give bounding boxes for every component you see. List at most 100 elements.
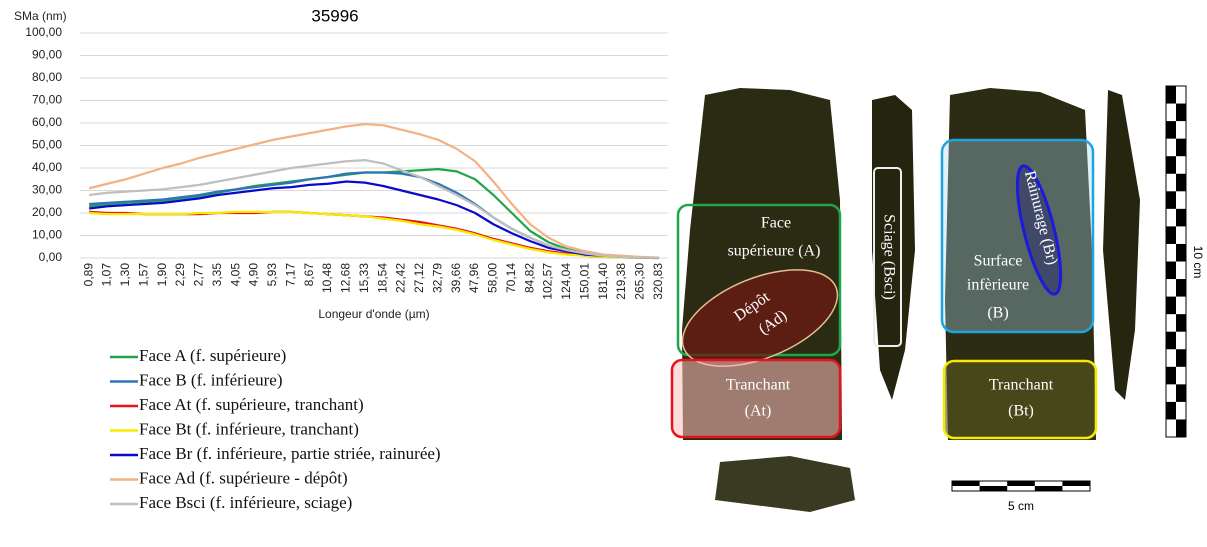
scale-label: 10 cm [1191,246,1205,279]
box-at [670,358,842,439]
legend-label: Face Bsci (f. inférieure, sciage) [139,493,352,512]
scale-seg [1176,103,1186,122]
x-tick-label: 70,14 [504,263,518,293]
scale-seg [1176,419,1186,437]
x-tick-label: 3,35 [210,263,224,287]
box-bt [942,359,1098,440]
scale-seg [1166,401,1176,420]
x-tick-label: 320,83 [651,263,665,300]
y-tick-label: 20,00 [32,205,62,219]
chart-title: 35996 [311,6,358,25]
y-tick-label: 30,00 [32,183,62,197]
scale-bar [951,480,1091,492]
legend-label: Face Ad (f. supérieure - dépôt) [139,468,348,487]
scale-seg [1176,138,1186,157]
x-tick-label: 32,79 [430,263,444,293]
scale-seg [979,486,1008,491]
label: Tranchant [989,377,1054,394]
x-tick-label: 27,12 [412,263,426,293]
x-tick-label: 4,05 [228,263,242,287]
x-tick-label: 7,17 [283,263,297,287]
x-tick-label: 58,00 [486,263,500,293]
label: (At) [745,403,772,420]
scale-seg [1176,208,1186,227]
x-tick-label: 22,42 [394,263,408,293]
stone [715,456,855,512]
scale-seg [1166,86,1176,104]
series-line [89,159,659,259]
x-tick-label: 15,33 [357,263,371,293]
x-tick-label: 102,57 [541,263,555,300]
series-line [89,180,659,259]
scale-seg [1062,481,1090,486]
y-tick-label: 100,00 [25,25,62,39]
x-tick-label: 219,38 [614,263,628,300]
label: supérieure (A) [728,243,821,260]
series-line [89,210,659,260]
scale-seg [1176,279,1186,297]
x-tick-label: 2,29 [173,263,187,287]
scale-seg [1034,486,1063,491]
scale-seg [952,481,980,486]
box-bsci [873,167,902,347]
scale-label: 5 cm [1008,499,1034,513]
y-tick-label: 70,00 [32,93,62,107]
x-tick-label: 1,07 [100,263,114,287]
label: (B) [987,305,1008,322]
scale-seg [1007,481,1035,486]
label: Sciage (Bsci) [880,214,897,300]
label: Face [761,215,791,232]
x-tick-label: 10,48 [320,263,334,293]
y-tick-label: 0,00 [39,250,63,264]
stone [945,88,1096,440]
scale-seg [1176,384,1186,402]
x-tick-label: 39,66 [449,263,463,293]
x-tick-label: 150,01 [577,263,591,300]
scale-seg [1166,261,1176,280]
legend-label: Face Bt (f. inférieure, tranchant) [139,419,359,438]
legend-label: Face A (f. supérieure) [139,346,286,365]
br-ellipse [1015,164,1063,296]
y-tick-label: 10,00 [32,228,62,242]
y-axis-label: SMa (nm) [14,9,67,23]
x-tick-label: 18,54 [375,263,389,293]
label: infèrieure [967,277,1029,294]
legend-label: Face At (f. supérieure, tranchant) [139,395,364,414]
x-tick-label: 265,30 [633,263,647,300]
y-tick-label: 50,00 [32,138,62,152]
scale-seg [1166,156,1176,174]
x-tick-label: 8,67 [302,263,316,287]
depot-ellipse [681,269,839,367]
scale-seg [1166,226,1176,244]
x-tick-label: 84,82 [522,263,536,293]
box-b [940,138,1095,334]
scale-seg [1166,331,1176,350]
x-tick-label: 0,89 [81,263,95,287]
x-tick-label: 1,57 [136,263,150,287]
x-tick-label: 181,40 [596,263,610,300]
scale-seg [1176,173,1186,192]
y-tick-label: 90,00 [32,48,62,62]
x-tick-label: 1,90 [155,263,169,287]
x-tick-label: 12,68 [339,263,353,293]
scale-seg [1176,243,1186,262]
label: (Bt) [1008,403,1034,420]
legend-label: Face Br (f. inférieure, partie striée, r… [139,444,441,463]
x-axis-label: Longeur d'onde (µm) [318,307,429,321]
scale-seg [1166,366,1176,385]
y-tick-label: 80,00 [32,70,62,84]
label: Surface [974,253,1023,270]
x-tick-label: 4,90 [247,263,261,287]
series-line [88,123,659,259]
stone [1103,90,1140,400]
label: Tranchant [726,377,791,394]
x-tick-label: 1,30 [118,263,132,287]
scale-seg [1166,191,1176,209]
scale-seg [1166,121,1176,139]
scale-seg [1166,296,1176,315]
x-tick-label: 124,04 [559,263,573,300]
x-tick-label: 47,96 [467,263,481,293]
scale-seg [1176,314,1186,332]
scale-seg [1176,349,1186,367]
